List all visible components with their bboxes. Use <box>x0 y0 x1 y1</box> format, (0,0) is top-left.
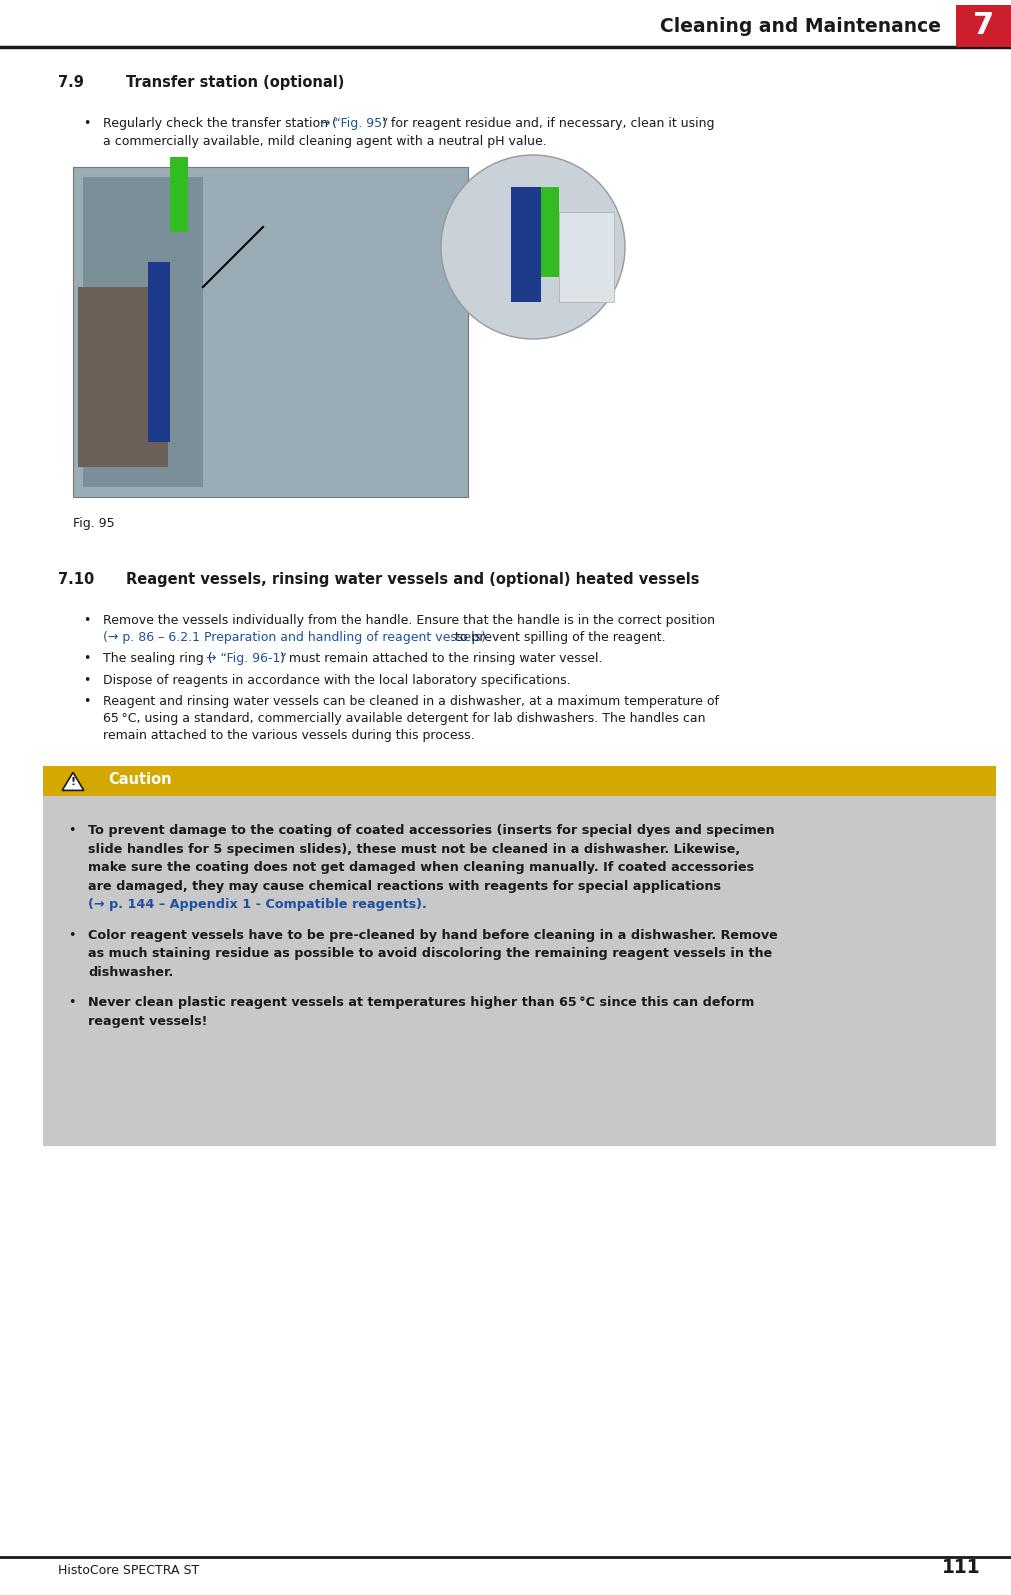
Text: Reagent and rinsing water vessels can be cleaned in a dishwasher, at a maximum t: Reagent and rinsing water vessels can be… <box>103 695 719 708</box>
Text: •: • <box>83 673 90 686</box>
Text: •: • <box>83 614 90 627</box>
Text: Regularly check the transfer station (: Regularly check the transfer station ( <box>103 116 337 131</box>
Bar <box>170 156 188 231</box>
Text: Reagent vessels, rinsing water vessels and (optional) heated vessels: Reagent vessels, rinsing water vessels a… <box>126 573 700 587</box>
Text: reagent vessels!: reagent vessels! <box>88 1014 207 1027</box>
Polygon shape <box>63 772 84 791</box>
Bar <box>148 262 170 442</box>
Bar <box>43 767 996 796</box>
Text: The sealing ring (: The sealing ring ( <box>103 652 212 665</box>
Text: •: • <box>68 928 76 943</box>
Text: Dispose of reagents in accordance with the local laboratory specifications.: Dispose of reagents in accordance with t… <box>103 673 570 686</box>
Bar <box>541 187 559 278</box>
Text: Color reagent vessels have to be pre-cleaned by hand before cleaning in a dishwa: Color reagent vessels have to be pre-cle… <box>88 928 777 943</box>
Text: •: • <box>83 116 90 131</box>
Text: slide handles for 5 specimen slides), these must not be cleaned in a dishwasher.: slide handles for 5 specimen slides), th… <box>88 842 740 857</box>
Text: Never clean plastic reagent vessels at temperatures higher than 65 °C since this: Never clean plastic reagent vessels at t… <box>88 997 754 1010</box>
Text: make sure the coating does not get damaged when cleaning manually. If coated acc: make sure the coating does not get damag… <box>88 861 754 874</box>
Circle shape <box>441 155 625 340</box>
Text: Transfer station (optional): Transfer station (optional) <box>126 75 345 89</box>
Text: 7: 7 <box>973 11 994 40</box>
Text: remain attached to the various vessels during this process.: remain attached to the various vessels d… <box>103 729 474 742</box>
Text: 7.10: 7.10 <box>58 573 94 587</box>
Text: !: ! <box>71 777 76 788</box>
Text: 7.9: 7.9 <box>58 75 84 89</box>
Text: (→ p. 144 – Appendix 1 - Compatible reagents).: (→ p. 144 – Appendix 1 - Compatible reag… <box>88 898 427 911</box>
Text: 111: 111 <box>942 1558 981 1577</box>
Bar <box>511 187 541 301</box>
Text: ) for reagent residue and, if necessary, clean it using: ) for reagent residue and, if necessary,… <box>382 116 715 131</box>
Bar <box>43 796 996 1147</box>
Text: ) must remain attached to the rinsing water vessel.: ) must remain attached to the rinsing wa… <box>280 652 603 665</box>
Text: to prevent spilling of the reagent.: to prevent spilling of the reagent. <box>451 632 665 644</box>
Bar <box>83 177 203 486</box>
Text: To prevent damage to the coating of coated accessories (inserts for special dyes: To prevent damage to the coating of coat… <box>88 825 774 837</box>
Text: (→ p. 86 – 6.2.1 Preparation and handling of reagent vessels): (→ p. 86 – 6.2.1 Preparation and handlin… <box>103 632 486 644</box>
Text: dishwasher.: dishwasher. <box>88 967 173 979</box>
Text: Caution: Caution <box>108 772 172 786</box>
Text: •: • <box>68 997 76 1010</box>
Text: •: • <box>68 825 76 837</box>
Text: → “Fig. 95”: → “Fig. 95” <box>319 116 388 131</box>
Bar <box>78 287 168 467</box>
Bar <box>559 212 614 301</box>
Text: •: • <box>83 652 90 665</box>
Text: Cleaning and Maintenance: Cleaning and Maintenance <box>660 16 941 35</box>
Text: as much staining residue as possible to avoid discoloring the remaining reagent : as much staining residue as possible to … <box>88 947 772 960</box>
Text: •: • <box>83 695 90 708</box>
Bar <box>73 167 468 498</box>
Text: → “Fig. 96-1”: → “Fig. 96-1” <box>205 652 286 665</box>
Text: HistoCore SPECTRA ST: HistoCore SPECTRA ST <box>58 1565 199 1577</box>
Text: are damaged, they may cause chemical reactions with reagents for special applica: are damaged, they may cause chemical rea… <box>88 880 721 893</box>
Text: Fig. 95: Fig. 95 <box>73 517 114 530</box>
Text: 65 °C, using a standard, commercially available detergent for lab dishwashers. T: 65 °C, using a standard, commercially av… <box>103 711 706 726</box>
Bar <box>956 5 1011 46</box>
Text: Remove the vessels individually from the handle. Ensure that the handle is in th: Remove the vessels individually from the… <box>103 614 715 627</box>
Text: a commercially available, mild cleaning agent with a neutral pH value.: a commercially available, mild cleaning … <box>103 134 547 147</box>
